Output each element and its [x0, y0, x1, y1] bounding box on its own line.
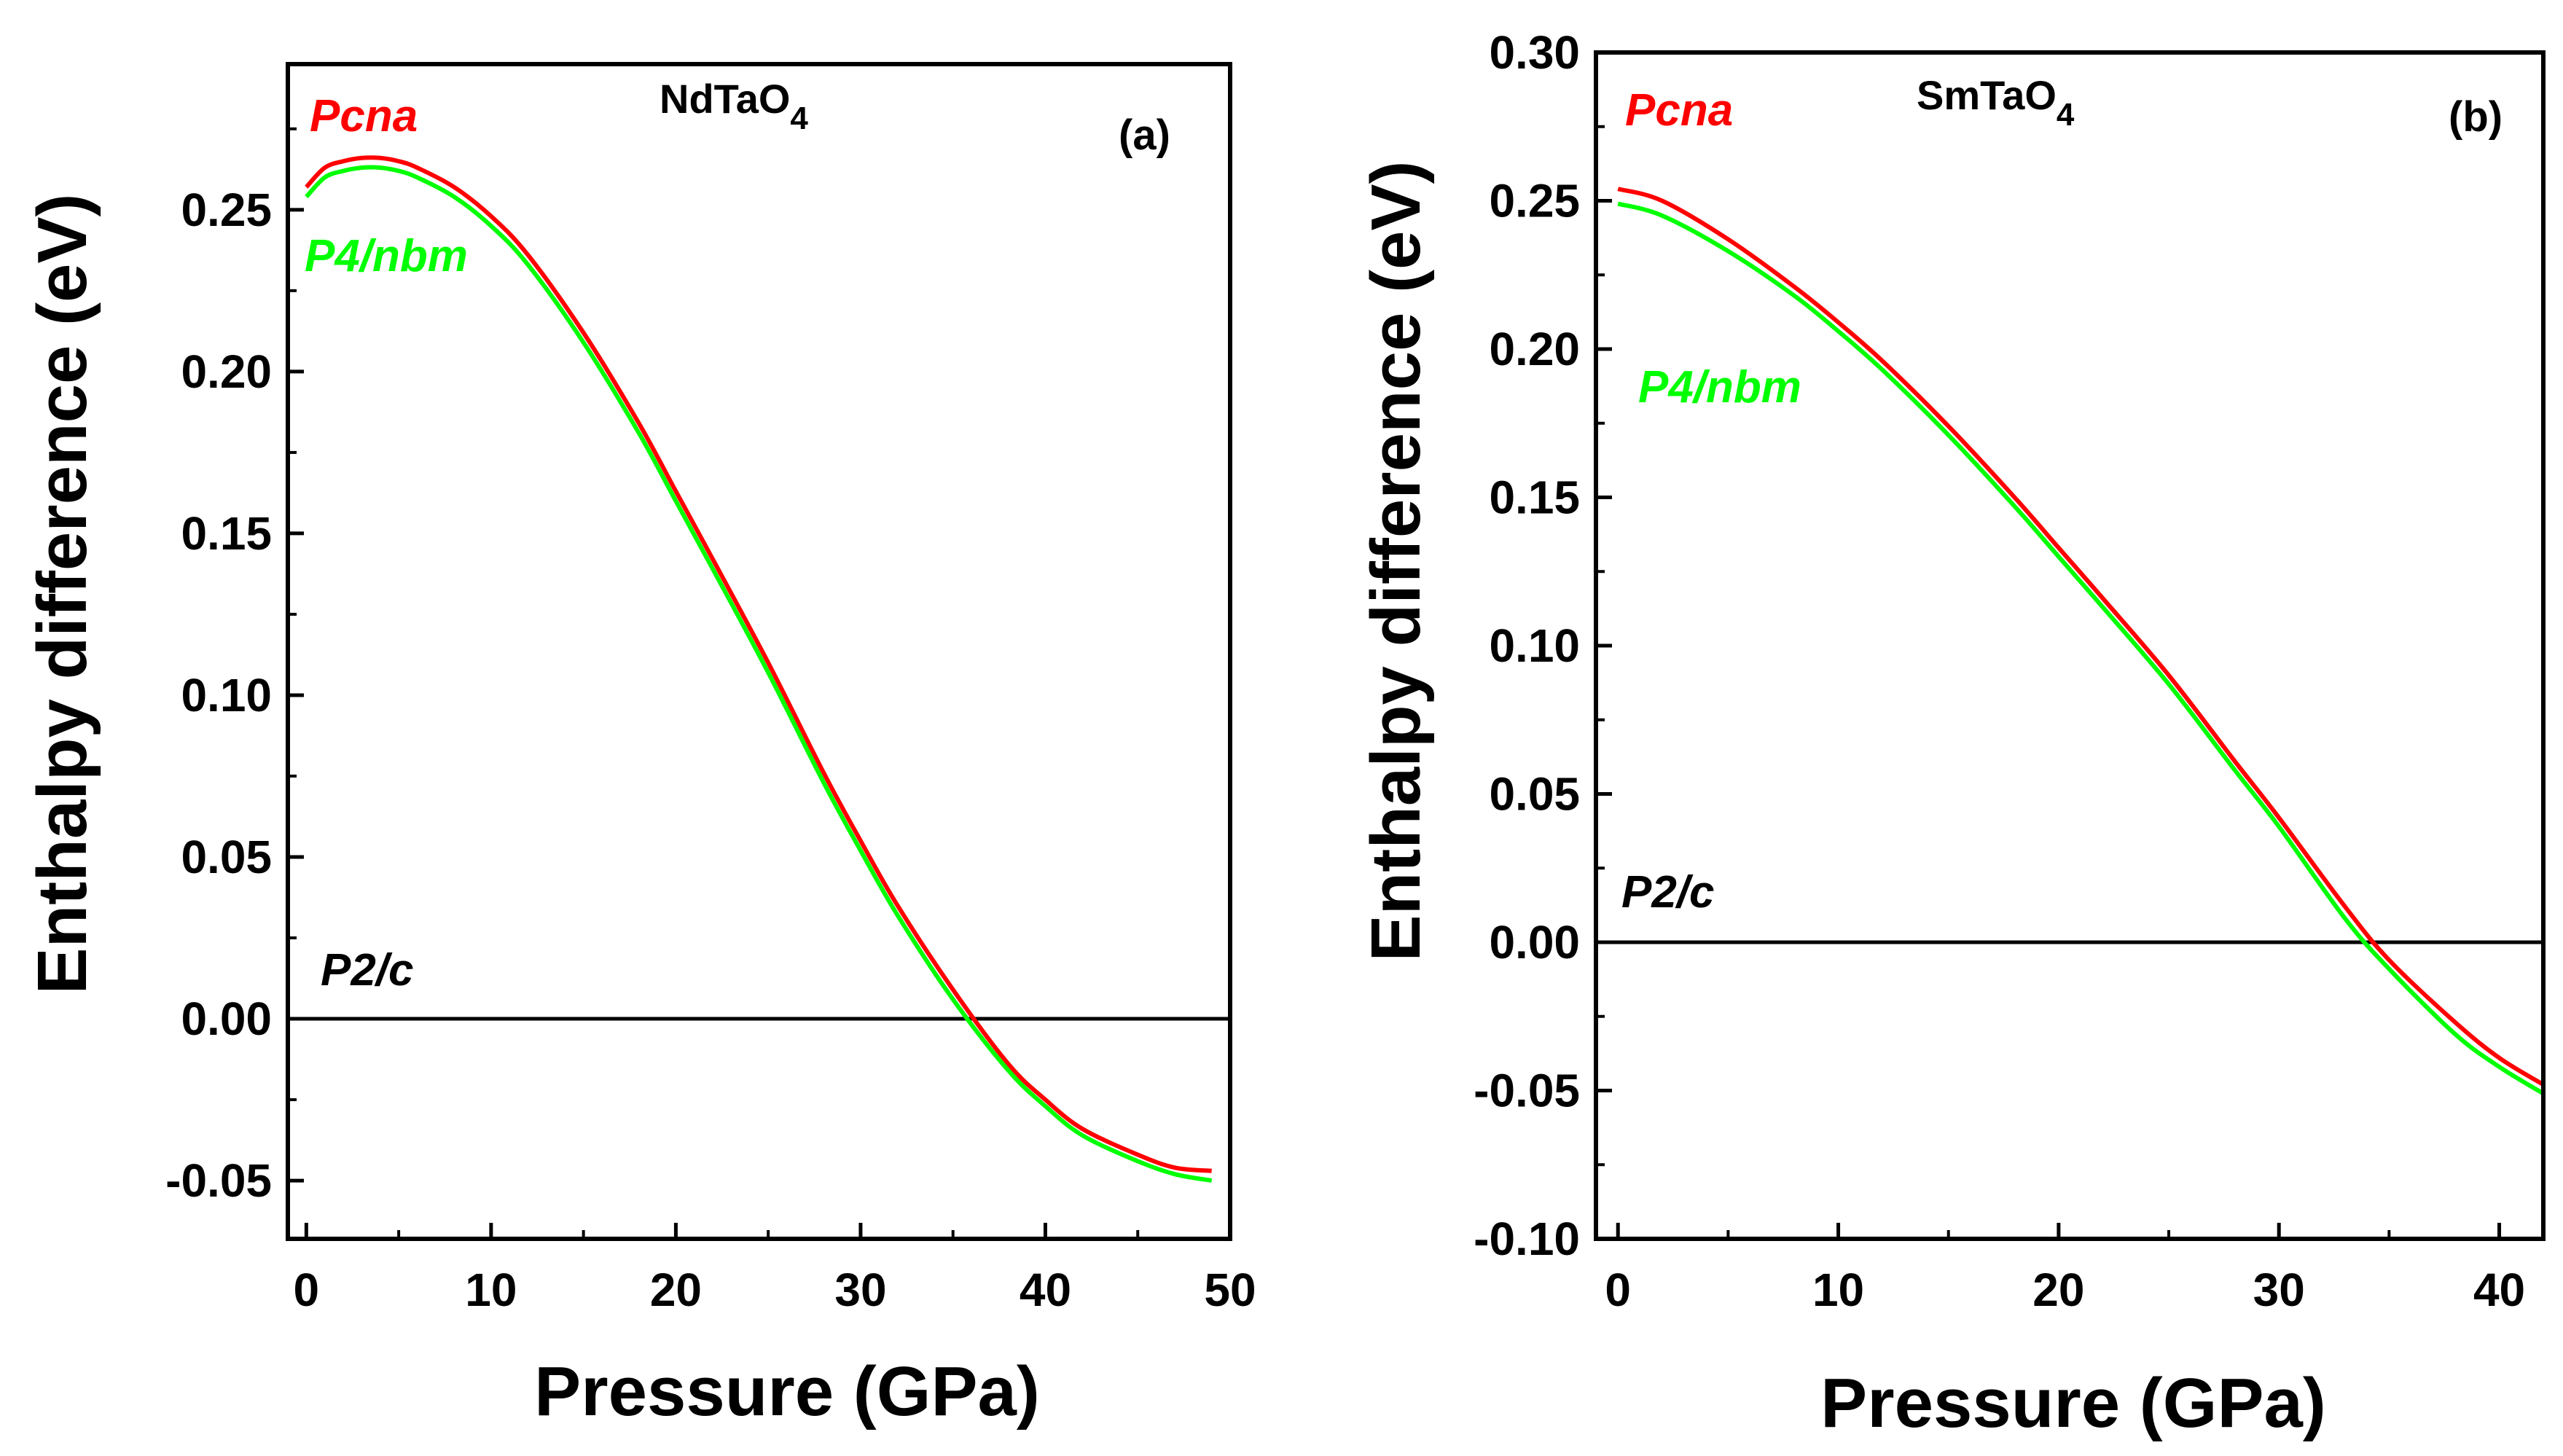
y-tick-label: 0.15: [181, 507, 272, 560]
panel-a-ticks: [288, 127, 1232, 1239]
x-tick-label: 50: [1204, 1264, 1256, 1316]
panel-a-y-axis-title: Enthalpy difference (eV): [23, 194, 101, 995]
x-tick-label: 40: [1020, 1264, 1071, 1316]
panel-b-compound-label: SmTaO4: [1917, 72, 2075, 133]
x-tick-label: 20: [2032, 1264, 2084, 1316]
panel-a-compound-label: NdTaO4: [660, 76, 808, 136]
panel-b-y-axis-title: Enthalpy difference (eV): [1357, 161, 1435, 962]
y-tick-label: 0.10: [181, 669, 272, 721]
y-tick-label: 0.25: [181, 184, 272, 236]
panel-b-y-tick-labels: -0.10 -0.05 0.00 0.05 0.10 0.15 0.20 0.25 0.30: [1474, 26, 1580, 1265]
y-tick-label: 0.20: [181, 345, 272, 398]
panel-b-pcna-legend-label: Pcna: [1625, 85, 1733, 136]
panel-b-p2c-reference-label: P2/c: [1621, 867, 1715, 917]
x-tick-label: 10: [1812, 1264, 1864, 1316]
panel-b-chart: -0.10 -0.05 0.00 0.05 0.10 0.15 0.20 0.25 0.30 0…: [1357, 26, 2546, 1442]
y-tick-label: 0.00: [1489, 916, 1580, 968]
y-tick-label: 0.25: [1489, 175, 1580, 227]
panel-a-compound-subscript: 4: [790, 101, 808, 136]
x-tick-label: 20: [650, 1264, 702, 1316]
panel-a-compound-name: NdTaO: [660, 76, 790, 122]
y-tick-label: 0.20: [1489, 323, 1580, 375]
panel-b-compound-name: SmTaO: [1917, 72, 2057, 118]
panel-a-label: (a): [1119, 111, 1170, 159]
panel-b-p4nbm-legend-label: P4/nbm: [1638, 362, 1801, 412]
panel-a-p4nbm-legend-label: P4/nbm: [305, 231, 468, 281]
panel-a-pcna-legend-label: Pcna: [310, 91, 418, 141]
panel-a-y-tick-labels: -0.05 0.00 0.05 0.10 0.15 0.20 0.25: [165, 184, 272, 1207]
panel-b-label: (b): [2449, 93, 2503, 141]
x-tick-label: 0: [1605, 1264, 1631, 1316]
y-tick-label: 0.00: [181, 993, 272, 1045]
panel-b-x-axis-title: Pressure (GPa): [1820, 1364, 2326, 1442]
panel-b-plot-frame: [1594, 50, 2546, 1241]
x-tick-label: 40: [2473, 1264, 2525, 1316]
panel-a-x-tick-labels: 0 10 20 30 40 50: [294, 1264, 1256, 1316]
panel-a-pcna-line: [305, 155, 1212, 1173]
panel-a-p4nbm-line: [305, 165, 1213, 1183]
y-tick-label: -0.05: [1474, 1065, 1580, 1117]
panel-a-chart: -0.05 0.00 0.05 0.10 0.15 0.20 0.25 0 10 20 30 40 5…: [23, 62, 1256, 1430]
y-tick-label: 0.05: [1489, 768, 1580, 821]
panel-b-ticks: [1596, 50, 2502, 1241]
x-tick-label: 30: [2253, 1264, 2305, 1316]
panel-b-p4nbm-line: [1617, 201, 2545, 1096]
panel-b-pcna-line: [1617, 187, 2545, 1087]
y-tick-label: 0.15: [1489, 471, 1580, 524]
y-tick-label: 0.05: [181, 831, 272, 883]
y-tick-label: 0.30: [1489, 26, 1580, 79]
y-tick-label: 0.10: [1489, 619, 1580, 672]
x-tick-label: 30: [834, 1264, 886, 1316]
y-tick-label: -0.10: [1474, 1213, 1580, 1265]
x-tick-label: 0: [294, 1264, 320, 1316]
panel-b-compound-subscript: 4: [2057, 97, 2075, 133]
panel-b-x-tick-labels: 0 10 20 30 40: [1605, 1264, 2525, 1316]
panel-a-x-axis-title: Pressure (GPa): [534, 1353, 1040, 1430]
x-tick-label: 10: [465, 1264, 517, 1316]
y-tick-label: -0.05: [165, 1154, 272, 1207]
panel-a-p2c-reference-label: P2/c: [321, 945, 414, 995]
panel-a-plot-frame: [286, 62, 1232, 1241]
